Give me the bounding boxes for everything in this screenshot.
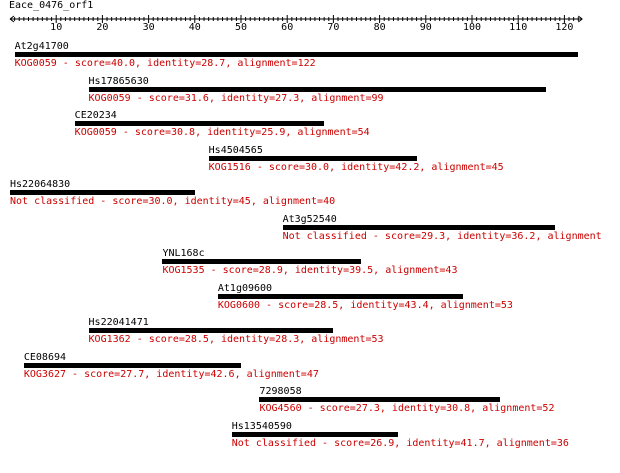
- hit-alignment-bar[interactable]: [88, 328, 334, 333]
- ruler-tick-label: 30: [143, 22, 155, 30]
- hit-name[interactable]: CE08694: [23, 351, 67, 363]
- hit-alignment-bar[interactable]: [231, 431, 399, 437]
- hit-description[interactable]: KOG1516 - score=30.0, identity=42.2, ali…: [208, 161, 504, 173]
- ruler-tick-label: 70: [327, 22, 339, 30]
- hit-description[interactable]: Not classified - score=30.0, identity=45…: [10, 196, 336, 207]
- hit-description[interactable]: KOG0059 - score=40.0, identity=28.7, ali…: [14, 58, 316, 69]
- hit-name[interactable]: CE20234: [74, 110, 117, 121]
- ruler-tick-label: 50: [235, 22, 247, 30]
- ruler-right-arrow-icon: [577, 15, 583, 23]
- hit-description[interactable]: KOG3627 - score=27.7, identity=42.6, ali…: [23, 368, 319, 380]
- hit-description[interactable]: KOG0600 - score=28.5, identity=43.4, ali…: [217, 299, 513, 311]
- ruler-tick-label: 120: [555, 22, 573, 30]
- hit-description[interactable]: KOG4560 - score=27.3, identity=30.8, ali…: [259, 403, 555, 414]
- hit-name[interactable]: At1g09600: [217, 282, 273, 294]
- hit-alignment-bar[interactable]: [259, 397, 500, 402]
- hit-alignment-bar[interactable]: [162, 259, 362, 264]
- hit-name[interactable]: At2g41700: [14, 41, 69, 52]
- ruler-tick-label: 110: [509, 22, 527, 30]
- ruler-tick-label: 10: [50, 22, 62, 30]
- hit-alignment-bar[interactable]: [208, 155, 417, 161]
- position-ruler: 10 20 30 40 50 60 70 80 90 100 110 120: [9, 15, 583, 30]
- hit-name[interactable]: At3g52540: [282, 213, 337, 225]
- ruler-tick-label: 90: [420, 22, 432, 30]
- ruler-tick-label: 60: [281, 22, 293, 30]
- ruler-tick-label: 100: [463, 22, 481, 30]
- hit-description[interactable]: KOG1535 - score=28.9, identity=39.5, ali…: [162, 265, 458, 276]
- hit-alignment-bar[interactable]: [14, 52, 579, 57]
- hit-alignment-bar[interactable]: [10, 190, 195, 195]
- hit-name[interactable]: Hs13540590: [231, 420, 292, 432]
- hit-name[interactable]: 7298058: [259, 386, 302, 397]
- hit-description[interactable]: KOG0059 - score=30.8, identity=25.9, ali…: [74, 127, 370, 138]
- hit-name[interactable]: Hs4504565: [208, 144, 263, 156]
- hit-name[interactable]: Hs22041471: [88, 317, 149, 328]
- hit-alignment-bar[interactable]: [23, 362, 241, 368]
- hit-alignment-bar[interactable]: [88, 86, 546, 92]
- ruler-tick-label: 80: [374, 22, 386, 30]
- hit-alignment-bar[interactable]: [282, 224, 556, 230]
- hit-description[interactable]: Not classified - score=26.9, identity=41…: [231, 437, 569, 449]
- hit-alignment-bar[interactable]: [217, 293, 463, 299]
- hit-description[interactable]: KOG0059 - score=31.6, identity=27.3, ali…: [88, 92, 384, 104]
- hit-name[interactable]: Hs22064830: [10, 179, 71, 190]
- hit-alignment-bar[interactable]: [74, 121, 325, 126]
- hit-name[interactable]: YNL168c: [162, 248, 205, 259]
- ruler-tick-label: 40: [189, 22, 201, 30]
- ruler-tick-label: 20: [96, 22, 108, 30]
- hit-description[interactable]: KOG1362 - score=28.5, identity=28.3, ali…: [88, 334, 384, 345]
- query-title: Eace_0476_orf1: [9, 0, 94, 11]
- hit-name[interactable]: Hs17865630: [88, 75, 149, 87]
- hit-description[interactable]: Not classified - score=29.3, identity=36…: [282, 230, 602, 242]
- ruler-left-arrow-icon: [9, 15, 15, 23]
